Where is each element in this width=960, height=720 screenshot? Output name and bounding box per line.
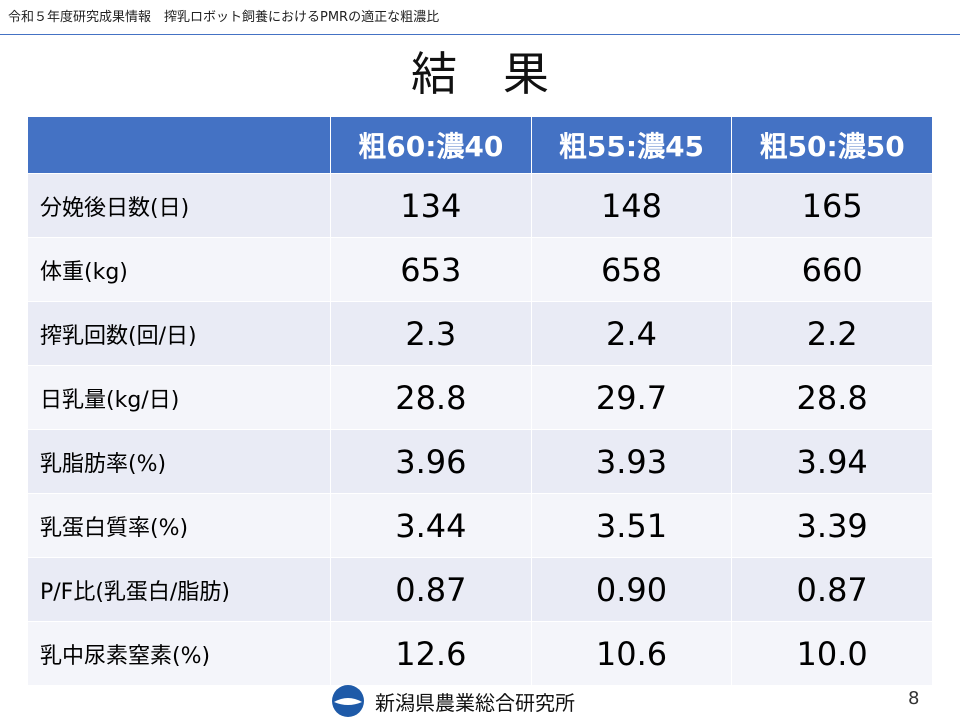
page-number: 8	[908, 688, 920, 709]
value-cell: 2.3	[330, 301, 532, 366]
value-cell: 2.2	[731, 301, 933, 366]
organization: 新潟県農業総合研究所	[375, 691, 575, 715]
value-cell: 10.0	[731, 621, 933, 686]
row-label: 乳脂肪率(%)	[27, 429, 331, 494]
row-label: 体重(kg)	[27, 237, 331, 302]
row-label: 乳中尿素窒素(%)	[27, 621, 331, 686]
value-cell: 28.8	[330, 365, 532, 430]
table-row: 乳中尿素窒素(%) 12.6 10.6 10.0	[27, 621, 933, 686]
value-cell: 29.7	[530, 365, 733, 430]
logo	[332, 685, 364, 717]
table-row: P/F比(乳蛋白/脂肪) 0.87 0.90 0.87	[27, 557, 933, 622]
value-cell: 10.6	[530, 621, 733, 686]
table-row: 乳蛋白質率(%) 3.44 3.51 3.39	[27, 493, 933, 558]
column-header: 粗55:濃45	[530, 116, 733, 174]
table-row: 体重(kg) 653 658 660	[27, 237, 933, 302]
value-cell: 28.8	[731, 365, 933, 430]
value-cell: 2.4	[530, 301, 733, 366]
value-cell: 3.39	[731, 493, 933, 558]
row-label: 乳蛋白質率(%)	[27, 493, 331, 558]
column-header: 粗60:濃40	[330, 116, 532, 174]
value-cell: 134	[330, 173, 532, 238]
value-cell: 165	[731, 173, 933, 238]
row-label: P/F比(乳蛋白/脂肪)	[27, 557, 331, 622]
slide-title: 結 果	[411, 47, 549, 101]
table-row: 乳脂肪率(%) 3.96 3.93 3.94	[27, 429, 933, 494]
value-cell: 148	[530, 173, 733, 238]
row-label: 日乳量(kg/日)	[27, 365, 331, 430]
value-cell: 3.96	[330, 429, 532, 494]
column-header: 粗50:濃50	[731, 116, 933, 174]
value-cell: 653	[330, 237, 532, 302]
value-cell: 0.87	[330, 557, 532, 622]
value-cell: 658	[530, 237, 733, 302]
value-cell: 660	[731, 237, 933, 302]
header-rule	[0, 34, 960, 35]
value-cell: 0.90	[530, 557, 733, 622]
value-cell: 12.6	[330, 621, 532, 686]
table-row: 分娩後日数(日) 134 148 165	[27, 173, 933, 238]
header-row: 粗60:濃40 粗55:濃45 粗50:濃50	[27, 116, 933, 174]
value-cell: 3.94	[731, 429, 933, 494]
results-table: 粗60:濃40 粗55:濃45 粗50:濃50 分娩後日数(日) 134 148 165 体重…	[27, 116, 933, 686]
value-cell: 3.93	[530, 429, 733, 494]
value-cell: 0.87	[731, 557, 933, 622]
header-text: 令和５年度研究成果情報 搾乳ロボット飼養におけるPMRの適正な粗濃比	[8, 10, 440, 25]
table-row: 日乳量(kg/日) 28.8 29.7 28.8	[27, 365, 933, 430]
row-label: 搾乳回数(回/日)	[27, 301, 331, 366]
corner-cell	[27, 116, 331, 174]
value-cell: 3.51	[530, 493, 733, 558]
value-cell: 3.44	[330, 493, 532, 558]
table-row: 搾乳回数(回/日) 2.3 2.4 2.2	[27, 301, 933, 366]
row-label: 分娩後日数(日)	[27, 173, 331, 238]
